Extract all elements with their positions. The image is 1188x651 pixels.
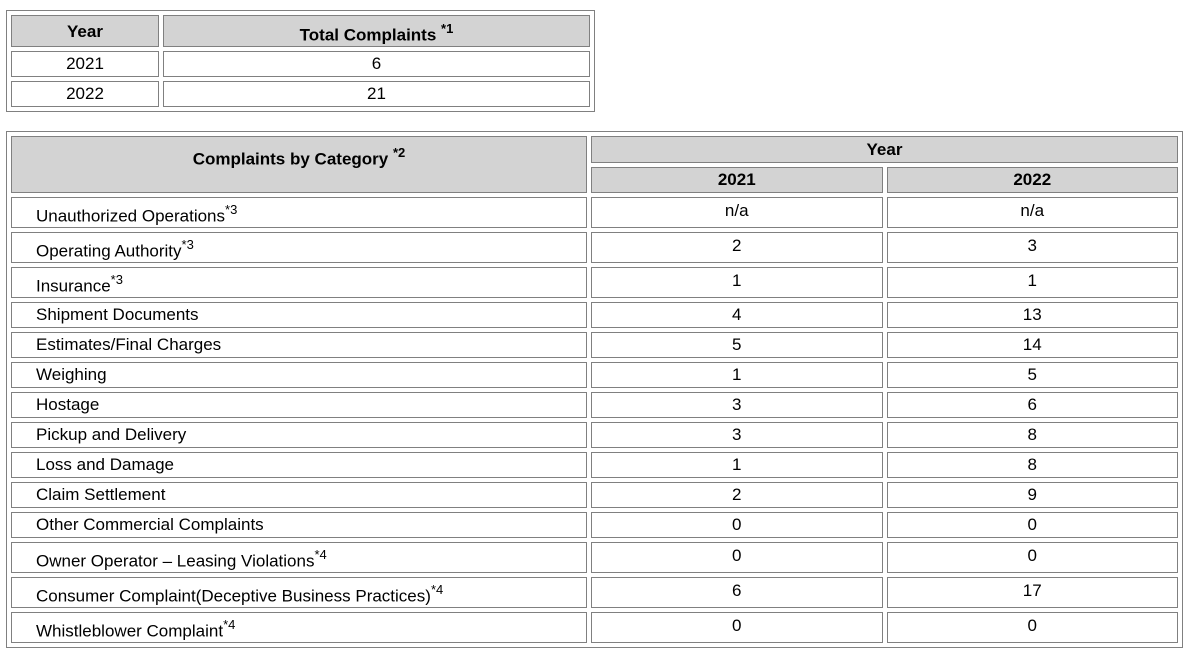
total-complaints-header: Total Complaints *1 <box>163 15 590 47</box>
table-row: Unauthorized Operations*3 n/a n/a <box>11 197 1178 228</box>
category-cell: Estimates/Final Charges <box>11 332 587 358</box>
count-cell-2022: 14 <box>886 332 1178 358</box>
category-cell: Consumer Complaint(Deceptive Business Pr… <box>11 577 587 608</box>
table-row: Claim Settlement 2 9 <box>11 482 1178 508</box>
count-cell-2021: n/a <box>591 197 883 228</box>
category-label: Consumer Complaint(Deceptive Business Pr… <box>36 586 431 606</box>
count-cell-2022: 8 <box>886 422 1178 448</box>
category-cell: Unauthorized Operations*3 <box>11 197 587 228</box>
count-cell-2022: 0 <box>886 512 1178 538</box>
count-cell-2021: 3 <box>591 422 883 448</box>
footnote-marker: *3 <box>110 271 123 287</box>
category-cell: Operating Authority*3 <box>11 232 587 263</box>
count-cell-2022: 1 <box>886 267 1178 298</box>
category-label: Claim Settlement <box>36 485 166 504</box>
category-cell: Owner Operator – Leasing Violations*4 <box>11 542 587 573</box>
count-cell-2021: 0 <box>591 512 883 538</box>
table-row: Other Commercial Complaints 0 0 <box>11 512 1178 538</box>
count-cell-2021: 4 <box>591 302 883 328</box>
table-row: Whistleblower Complaint*4 0 0 <box>11 612 1178 643</box>
category-label: Insurance <box>36 276 111 296</box>
total-complaints-header-row: Year Total Complaints *1 <box>11 15 590 47</box>
count-cell-2021: 2 <box>591 232 883 263</box>
footnote-marker: *1 <box>441 21 454 36</box>
footnote-marker: *3 <box>225 201 238 217</box>
category-cell: Whistleblower Complaint*4 <box>11 612 587 643</box>
category-cell: Claim Settlement <box>11 482 587 508</box>
year-column-2022: 2022 <box>886 167 1178 193</box>
footnote-marker: *4 <box>223 616 236 632</box>
count-cell-2022: 9 <box>886 482 1178 508</box>
count-cell-2021: 1 <box>591 362 883 388</box>
year-header: Year <box>11 15 159 47</box>
total-cell: 21 <box>163 81 590 107</box>
table-row: Shipment Documents 4 13 <box>11 302 1178 328</box>
category-label: Other Commercial Complaints <box>36 515 264 534</box>
year-group-header: Year <box>591 136 1178 163</box>
footnote-marker: *4 <box>314 546 327 562</box>
footnote-marker: *3 <box>181 236 194 252</box>
total-complaints-table: Year Total Complaints *1 2021 6 2022 21 <box>6 10 595 112</box>
category-cell: Hostage <box>11 392 587 418</box>
category-header-label: Complaints by Category <box>192 149 389 169</box>
category-label: Loss and Damage <box>36 455 174 474</box>
table-row: Weighing 1 5 <box>11 362 1178 388</box>
footnote-marker: *2 <box>392 145 406 160</box>
footnote-marker: *4 <box>430 581 444 597</box>
count-cell-2022: 0 <box>886 612 1178 643</box>
table-row: 2021 6 <box>11 51 590 77</box>
category-cell: Loss and Damage <box>11 452 587 478</box>
category-cell: Insurance*3 <box>11 267 587 298</box>
total-cell: 6 <box>163 51 590 77</box>
count-cell-2022: 0 <box>886 542 1178 573</box>
category-label: Estimates/Final Charges <box>36 335 222 354</box>
count-cell-2022: 6 <box>886 392 1178 418</box>
year-cell: 2021 <box>11 51 159 77</box>
total-complaints-header-label: Total Complaints <box>299 25 437 45</box>
category-cell: Other Commercial Complaints <box>11 512 587 538</box>
count-cell-2022: 17 <box>886 577 1178 608</box>
table-row: Consumer Complaint(Deceptive Business Pr… <box>11 577 1178 608</box>
table-row: Pickup and Delivery 3 8 <box>11 422 1178 448</box>
count-cell-2022: 8 <box>886 452 1178 478</box>
category-label: Weighing <box>36 365 107 384</box>
complaints-by-category-table: Complaints by Category *2 Year 2021 2022… <box>6 131 1183 648</box>
count-cell-2022: 13 <box>886 302 1178 328</box>
year-column-2021: 2021 <box>591 167 883 193</box>
count-cell-2022: 3 <box>886 232 1178 263</box>
count-cell-2021: 2 <box>591 482 883 508</box>
category-label: Operating Authority <box>36 241 182 261</box>
table-row: Insurance*3 1 1 <box>11 267 1178 298</box>
table-row: Operating Authority*3 2 3 <box>11 232 1178 263</box>
year-columns-row: 2021 2022 <box>11 167 1178 193</box>
category-label: Owner Operator – Leasing Violations <box>36 551 315 571</box>
table-row: Owner Operator – Leasing Violations*4 0 0 <box>11 542 1178 573</box>
count-cell-2021: 5 <box>591 332 883 358</box>
category-header-row: Complaints by Category *2 Year <box>11 136 1178 193</box>
table-row: Loss and Damage 1 8 <box>11 452 1178 478</box>
table-row: Hostage 3 6 <box>11 392 1178 418</box>
count-cell-2021: 0 <box>591 542 883 573</box>
category-cell: Shipment Documents <box>11 302 587 328</box>
count-cell-2021: 1 <box>591 452 883 478</box>
count-cell-2022: n/a <box>886 197 1178 228</box>
category-label: Hostage <box>36 395 100 414</box>
count-cell-2021: 0 <box>591 612 883 643</box>
category-label: Pickup and Delivery <box>36 425 187 444</box>
table-row: 2022 21 <box>11 81 590 107</box>
category-label: Unauthorized Operations <box>36 206 226 226</box>
count-cell-2021: 1 <box>591 267 883 298</box>
count-cell-2021: 6 <box>591 577 883 608</box>
category-header: Complaints by Category *2 <box>11 136 587 193</box>
table-row: Estimates/Final Charges 5 14 <box>11 332 1178 358</box>
category-label: Shipment Documents <box>36 305 199 324</box>
count-cell-2021: 3 <box>591 392 883 418</box>
category-label: Whistleblower Complaint <box>36 621 224 641</box>
count-cell-2022: 5 <box>886 362 1178 388</box>
category-cell: Weighing <box>11 362 587 388</box>
year-cell: 2022 <box>11 81 159 107</box>
category-cell: Pickup and Delivery <box>11 422 587 448</box>
